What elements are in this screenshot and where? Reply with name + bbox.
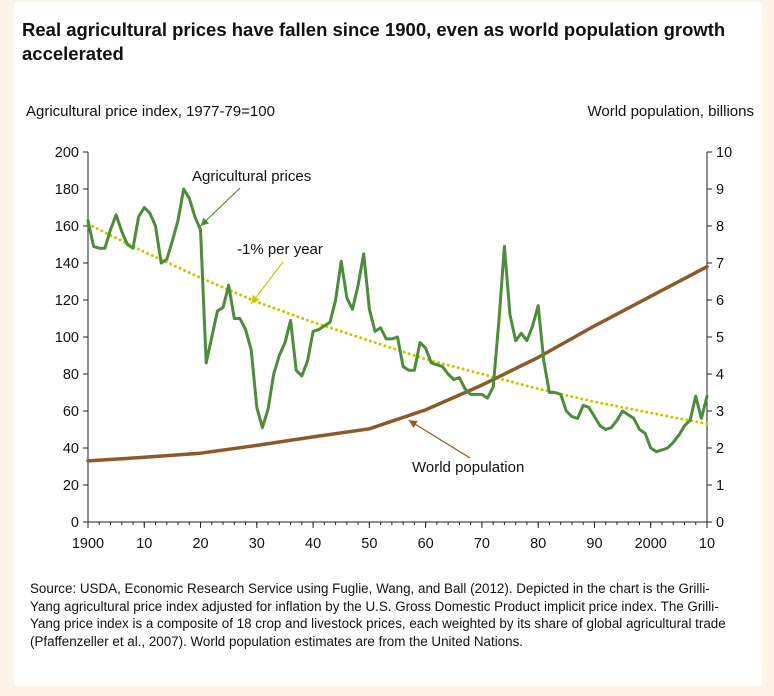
left-y-tick-label: 100 [55,330,79,346]
trend-annotation-arrow [250,261,284,305]
left-axis-title: Agricultural price index, 1977-79=100 [26,103,275,120]
agricultural-prices-annotation-arrow [200,187,241,227]
x-tick-label: 10 [699,536,715,552]
world-population-line [86,264,709,463]
right-y-tick-label: 0 [716,515,724,531]
right-y-tick-label: 1 [716,478,724,494]
right-y-tick-label: 2 [716,441,724,457]
x-tick-label: 20 [192,536,208,552]
left-y-tick-label: 160 [55,219,79,235]
x-tick-label: 2000 [635,536,667,552]
trend-annotation-arrowhead [251,294,260,304]
x-tick-label: 1900 [72,536,104,552]
left-y-tick-label: 200 [55,145,79,161]
x-tick-label: 80 [530,536,546,552]
x-tick-label: 70 [474,536,490,552]
left-y-tick-label: 20 [63,478,79,494]
agricultural-prices-annotation-arrowhead [200,217,210,226]
left-y-tick-label: 60 [63,404,79,420]
x-tick-label: 10 [136,536,152,552]
left-y-tick-label: 0 [71,515,79,531]
left-y-tick-label: 40 [63,441,79,457]
chart-panel [14,2,762,686]
source-note: Source: USDA, Economic Research Service … [30,581,726,649]
x-tick-label: 90 [586,536,602,552]
trend-annotation: -1% per year [237,241,323,258]
x-tick-label: 60 [418,536,434,552]
right-axis-title: World population, billions [587,103,755,120]
right-y-tick-label: 7 [716,256,724,272]
x-tick-label: 30 [249,536,265,552]
right-y-tick-label: 6 [716,293,724,309]
right-y-tick-label: 10 [716,145,732,161]
agricultural-prices-annotation: Agricultural prices [192,168,311,185]
right-y-tick-label: 4 [716,367,724,383]
world-population-annotation-arrow [408,419,471,459]
left-y-tick-label: 120 [55,293,79,309]
right-y-tick-label: 3 [716,404,724,420]
trend-line [86,222,709,426]
left-y-tick-label: 80 [63,367,79,383]
left-y-tick-label: 180 [55,182,79,198]
world-population-annotation-arrowhead [408,420,418,428]
x-tick-label: 40 [305,536,321,552]
chart-title: Real agricultural prices have fallen sin… [22,19,726,64]
right-y-tick-label: 9 [716,182,724,198]
x-tick-label: 50 [361,536,377,552]
world-population-annotation: World population [412,459,524,476]
agricultural-prices-line [86,187,709,454]
right-y-tick-label: 5 [716,330,724,346]
right-y-tick-label: 8 [716,219,724,235]
left-y-tick-label: 140 [55,256,79,272]
